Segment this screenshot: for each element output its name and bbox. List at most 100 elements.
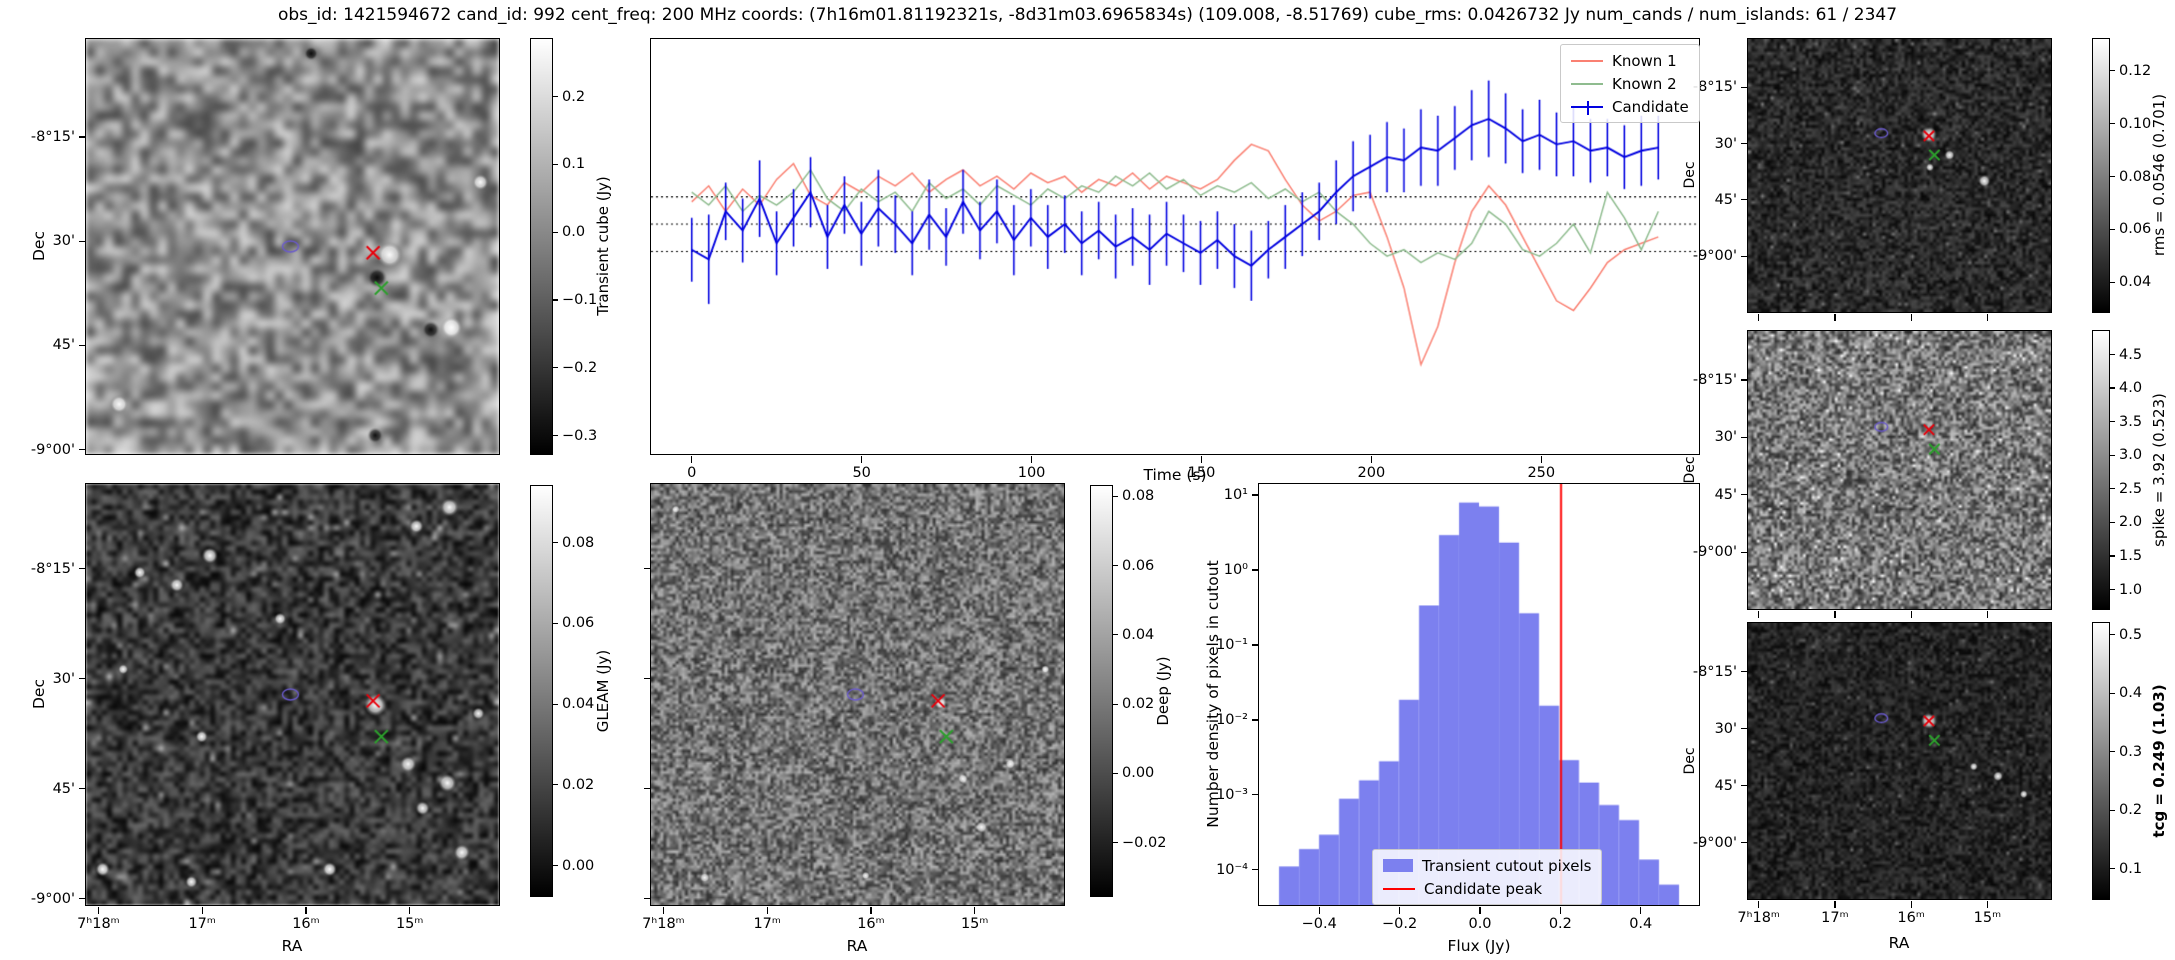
tick-mark [1741, 551, 1748, 553]
rms-colorbar: 0.12 0.10 0.08 0.06 0.04 [2092, 38, 2151, 313]
spike-map-panel: -8°15' 30' 45' -9°00' [1693, 330, 2052, 618]
tick-mark [2109, 521, 2115, 523]
candidate-peak-line-swatch [1383, 887, 1415, 890]
tick-mark [1741, 842, 1748, 844]
tick-mark [1318, 907, 1320, 914]
tick-label: 2.0 [2119, 514, 2143, 531]
tick-label: 0.4 [1629, 916, 1653, 932]
gleam-colorbar-label: GLEAM (Jy) [594, 649, 612, 733]
tick-mark [1741, 671, 1748, 673]
tick-label: 16ᵐ [1897, 910, 1925, 926]
tick-label: 0.4 [2119, 684, 2143, 701]
tick-mark [1112, 842, 1118, 844]
rms-map-image [1748, 39, 2051, 312]
tick-label: 0.2 [2119, 802, 2143, 819]
tick-mark [1640, 907, 1642, 914]
deep-image [651, 484, 1064, 905]
tcg-dec-axis-label: Dec [1682, 747, 1698, 775]
tick-mark [1559, 907, 1561, 914]
tick-mark [79, 449, 86, 451]
tick-label: 200 [1357, 465, 1386, 481]
tick-mark [1252, 794, 1259, 796]
tick-mark [1540, 456, 1542, 463]
tick-mark [552, 865, 558, 867]
gleam-dec-axis-label: Dec [30, 679, 48, 709]
tick-mark [1986, 901, 1988, 908]
tick-mark [1741, 494, 1748, 496]
gleam-panel: -8°15' 30' 45' -9°00' 7ʰ18ᵐ 17ᵐ 16ᵐ 15ᵐ [31, 483, 500, 931]
tick-label: -9°00' [30, 890, 75, 907]
tick-label: 0.1 [2119, 860, 2143, 877]
tick-label: −0.2 [1382, 916, 1418, 932]
tick-mark [1834, 901, 1836, 908]
tick-mark [1758, 901, 1760, 908]
legend-row-cutout-pixels: Transient cutout pixels [1383, 854, 1591, 877]
tick-label: 0.04 [2119, 274, 2152, 291]
deep-colorbar: 0.08 0.06 0.04 0.02 0.00 −0.02 [1090, 485, 1166, 897]
tick-label: 0 [687, 465, 697, 481]
candidate-peak-label: Candidate peak [1424, 879, 1543, 898]
candidate-label: Candidate [1612, 97, 1689, 116]
tick-label: 0.08 [562, 534, 595, 551]
gleam-colorbar: 0.08 0.06 0.04 0.02 0.00 [530, 485, 594, 897]
tick-mark [1112, 703, 1118, 705]
tick-label: −0.2 [562, 359, 598, 376]
tick-mark [1252, 869, 1259, 871]
tick-label: 4.5 [2119, 346, 2143, 363]
tick-label: 10¹ [1223, 486, 1248, 503]
transient-colorbar-label: Transient cube (Jy) [594, 176, 612, 316]
tick-mark [2109, 353, 2115, 356]
tick-label: 45' [1714, 777, 1737, 794]
tick-label: 30' [1714, 429, 1737, 446]
tick-mark [2109, 809, 2115, 811]
tick-mark [1200, 456, 1203, 463]
legend-row-candidate-peak: Candidate peak [1383, 877, 1591, 900]
tick-label: 0.04 [562, 695, 595, 712]
rms-map-panel: -8°15' 30' 45' -9°00' [1693, 38, 2052, 321]
tick-mark [2109, 751, 2115, 753]
tick-label: -8°15' [30, 560, 75, 577]
tick-label: 3.0 [2119, 446, 2143, 463]
tick-mark [766, 907, 768, 914]
candidate-errorbar-swatch [1571, 100, 1603, 115]
tick-mark [2109, 588, 2115, 591]
tick-mark [2109, 175, 2115, 178]
tick-label: 0.06 [562, 615, 595, 632]
spike-colorbar: 4.5 4.0 3.5 3.0 2.5 2.0 1.5 1.0 [2092, 330, 2142, 610]
tick-mark [552, 299, 558, 301]
cutout-pixels-label: Transient cutout pixels [1422, 856, 1592, 875]
tick-mark [552, 367, 558, 369]
tick-mark [861, 456, 863, 463]
tick-mark [552, 231, 558, 233]
tick-label: 0.1 [562, 156, 586, 173]
tick-mark [79, 787, 86, 790]
tick-label: 45' [1714, 486, 1737, 503]
tick-mark [1370, 456, 1372, 463]
tick-label: 0.0 [1468, 916, 1492, 932]
tick-mark [2109, 634, 2115, 636]
tick-label: 100 [1017, 465, 1046, 481]
lightcurve-panel: 0 50 100 150 200 250 [650, 38, 1700, 480]
tick-label: 0.04 [1122, 626, 1155, 643]
tick-label: 0.08 [2119, 168, 2152, 185]
tick-label: 0.00 [562, 857, 595, 874]
tick-label: 0.02 [562, 776, 595, 793]
deep-ra-axis-label: RA [846, 937, 868, 955]
rms-colorbar-label: rms = 0.0546 (0.701) [2150, 93, 2168, 257]
spike-colorbar-label: spike = 3.92 (0.523) [2150, 393, 2168, 547]
figure-title: obs_id: 1421594672 cand_id: 992 cent_fre… [277, 5, 1898, 25]
cutout-pixels-patch-swatch [1383, 859, 1413, 872]
tcg-colorbar-label: tcg = 0.249 (1.03) [2150, 684, 2168, 838]
tick-mark [552, 435, 558, 437]
known1-line-swatch [1571, 59, 1603, 62]
tick-mark [552, 622, 558, 624]
tick-label: 0.06 [2119, 221, 2152, 238]
tick-label: 0.00 [1122, 765, 1155, 782]
tick-mark [2109, 123, 2115, 125]
tick-label: 30' [1714, 135, 1737, 152]
tick-mark [2109, 555, 2115, 557]
deep-colorbar-label: Deep (Jy) [1154, 656, 1172, 726]
tick-mark [1112, 634, 1118, 636]
tick-mark [1741, 86, 1748, 88]
